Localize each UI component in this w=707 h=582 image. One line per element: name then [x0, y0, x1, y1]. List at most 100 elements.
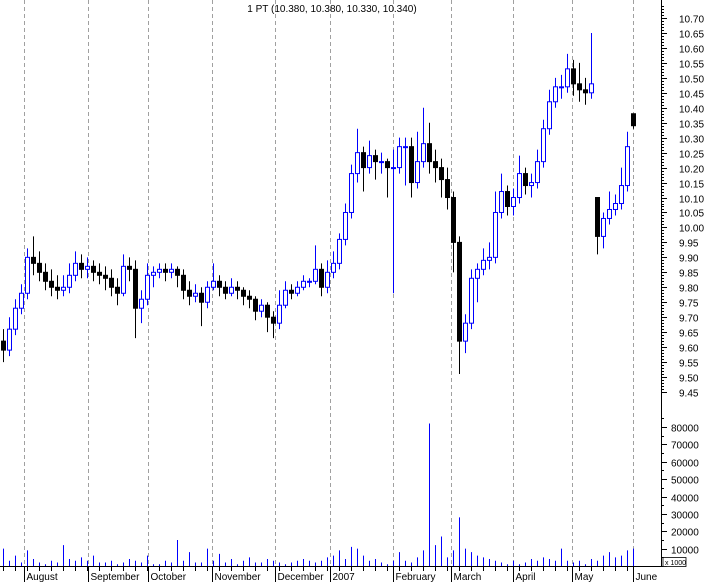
x-axis-label: March — [454, 572, 482, 582]
candle-body — [211, 280, 216, 288]
volume-tick-label: 10000 — [671, 546, 699, 557]
x-axis-label: May — [575, 572, 594, 582]
candle-body — [631, 113, 636, 127]
candle-body — [85, 265, 90, 270]
x-axis-label: August — [27, 572, 58, 582]
candle-body — [355, 152, 360, 175]
candle-body — [145, 274, 150, 300]
candle-body — [97, 271, 102, 276]
volume-tick-label: 20000 — [671, 528, 699, 539]
volume-tick-label: 30000 — [671, 511, 699, 522]
candle-body — [133, 268, 138, 309]
candle-body — [37, 262, 42, 273]
x-axis-label: November — [215, 572, 262, 582]
candle-body — [289, 289, 294, 294]
candle-body — [151, 271, 156, 276]
x-axis-label: 2007 — [333, 572, 356, 582]
candle-body — [109, 277, 114, 288]
price-tick-label: 9.65 — [679, 329, 699, 340]
candle-body — [397, 146, 402, 169]
x-axis-label: April — [516, 572, 536, 582]
candle-body — [499, 191, 504, 213]
candle-body — [541, 128, 546, 163]
candle-body — [73, 262, 78, 276]
candle-body — [559, 86, 564, 89]
x-axis-label: June — [636, 572, 658, 582]
candle-body — [571, 68, 576, 85]
candle-body — [313, 268, 318, 282]
candle-body — [625, 146, 630, 187]
price-tick-label: 10.00 — [679, 224, 704, 235]
price-tick-label: 10.05 — [679, 209, 704, 220]
candle-body — [343, 211, 348, 240]
candle-body — [409, 146, 414, 184]
price-tick-label: 10.50 — [679, 75, 704, 86]
candle-body — [619, 185, 624, 205]
candle-body — [127, 265, 132, 270]
candle-body — [535, 161, 540, 184]
candle-body — [49, 280, 54, 288]
price-tick-label: 10.35 — [679, 120, 704, 131]
price-tick-label: 9.95 — [679, 239, 699, 250]
price-tick-label: 9.75 — [679, 299, 699, 310]
candle-body — [193, 292, 198, 297]
candle-body — [463, 322, 468, 342]
candle-body — [475, 268, 480, 279]
x-axis-label: February — [396, 572, 436, 582]
candle-body — [583, 89, 588, 94]
candle-body — [181, 274, 186, 291]
price-tick-label: 10.55 — [679, 60, 704, 71]
candle-body — [529, 182, 534, 187]
candle-body — [187, 289, 192, 297]
candle-body — [547, 101, 552, 130]
candle-body — [457, 241, 462, 342]
candle-body — [487, 256, 492, 261]
candle-body — [265, 304, 270, 318]
candle-body — [13, 307, 18, 330]
candle-body — [403, 146, 408, 149]
price-tick-label: 9.70 — [679, 314, 699, 325]
candle-body — [385, 161, 390, 169]
candle-body — [55, 286, 60, 291]
candle-body — [79, 262, 84, 270]
price-tick-label: 10.15 — [679, 180, 704, 191]
candle-body — [553, 86, 558, 103]
volume-tick-label: 60000 — [671, 459, 699, 470]
price-tick-label: 9.60 — [679, 344, 699, 355]
volume-tick-label: 50000 — [671, 476, 699, 487]
candle-body — [331, 262, 336, 273]
candle-body — [277, 304, 282, 324]
price-tick-label: 10.20 — [679, 165, 704, 176]
price-tick-label: 9.55 — [679, 359, 699, 370]
candle-body — [223, 286, 228, 294]
x-axis-label: October — [151, 572, 187, 582]
price-tick-label: 10.30 — [679, 135, 704, 146]
volume-unit-label: x 1000 — [665, 560, 686, 567]
candle-body — [61, 286, 66, 291]
candle-body — [25, 256, 30, 294]
candle-body — [613, 203, 618, 210]
candle-body — [427, 143, 432, 163]
price-tick-label: 10.25 — [679, 150, 704, 161]
candle-body — [307, 280, 312, 283]
x-axis-label: December — [278, 572, 325, 582]
volume-tick-label: 80000 — [671, 424, 699, 435]
volume-bars — [3, 423, 634, 566]
candle-body — [415, 161, 420, 184]
price-tick-label: 9.85 — [679, 269, 699, 280]
candle-body — [565, 68, 570, 88]
candle-body — [115, 286, 120, 294]
candle-body — [319, 268, 324, 288]
price-tick-label: 10.65 — [679, 30, 704, 41]
candle-body — [451, 197, 456, 243]
candle-body — [163, 268, 168, 273]
candle-body — [361, 152, 366, 169]
candle-body — [229, 286, 234, 294]
price-tick-label: 10.60 — [679, 45, 704, 56]
candle-body — [367, 155, 372, 169]
volume-unit-box — [662, 557, 687, 567]
candle-body — [373, 155, 378, 163]
candle-body — [523, 173, 528, 187]
